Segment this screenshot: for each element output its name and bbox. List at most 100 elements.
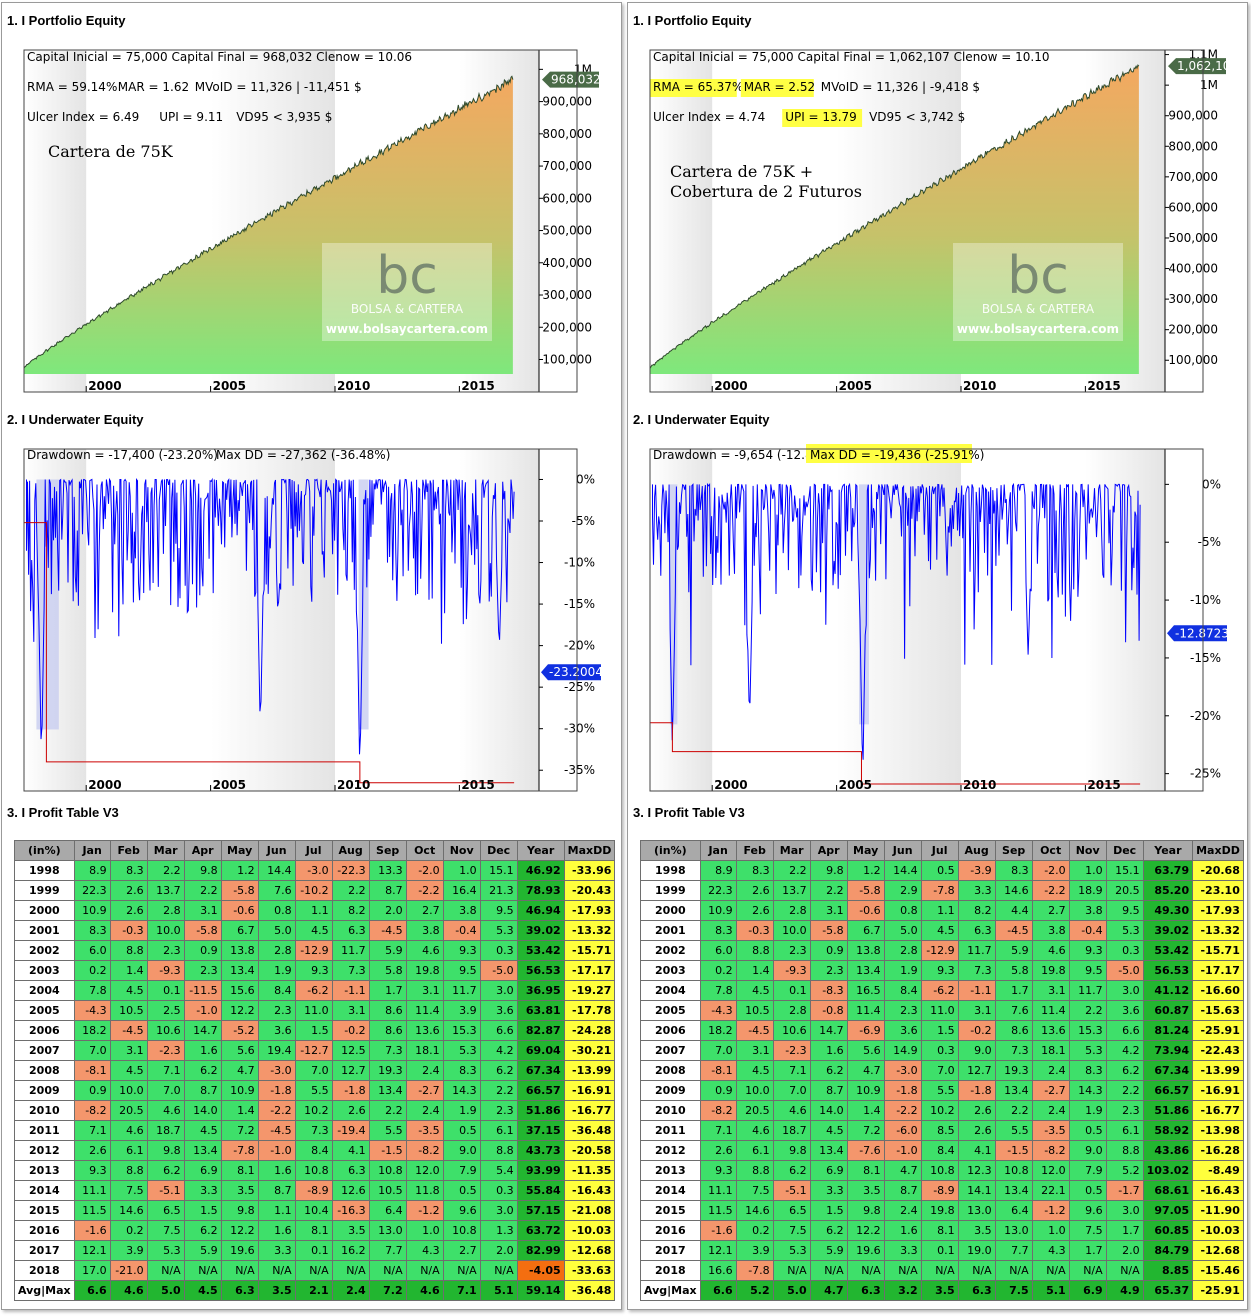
maxdd-cell: -15.71	[1192, 940, 1244, 961]
month-cell: 6.2	[183, 1220, 222, 1241]
x-tick-label: 2000	[88, 379, 121, 393]
year-cell: 85.20	[1142, 880, 1194, 901]
month-cell: 9.8	[146, 1140, 185, 1161]
maxdd-cell: -30.21	[563, 1040, 616, 1061]
table-row: 1998 8.9 8.3 2.2 9.8 1.2 14.4 -3.0 -22.3 13.3 -2.0…	[14, 860, 616, 881]
row-label: 2010	[14, 1100, 75, 1121]
month-cell: 6.6	[479, 1020, 518, 1041]
month-cell: 7.5	[146, 1220, 185, 1241]
month-cell: 10.4	[294, 1200, 333, 1221]
month-cell: 3.2	[883, 1280, 922, 1301]
month-cell: 3.0	[479, 980, 518, 1001]
month-cell: N/A	[442, 1260, 481, 1281]
table-row: 2000 10.9 2.6 2.8 3.1 -0.6 0.8 1.1 8.2 2.0 2.7 3.8 9…	[14, 900, 616, 921]
table-row: 2009 0.9 10.0 7.0 8.7 10.9 -1.8 5.5 -1.8 13.4 -2.7…	[640, 1080, 1244, 1101]
year-cell: -4.05	[516, 1260, 565, 1281]
row-label: 2007	[640, 1040, 701, 1061]
month-cell: 3.1	[405, 980, 444, 1001]
table-row: 2016 -1.6 0.2 7.5 6.2 12.2 1.6 8.1 3.5 13.0 1.0 10.…	[14, 1220, 616, 1241]
month-cell: 3.5	[331, 1220, 370, 1241]
month-cell: 4.6	[772, 1100, 811, 1121]
month-cell: 6.6	[699, 1280, 737, 1301]
month-cell: 13.6	[1031, 1020, 1070, 1041]
year-cell: 63.81	[516, 1000, 565, 1021]
month-cell: 8.8	[479, 1140, 518, 1161]
month-cell: 6.3	[957, 920, 996, 941]
month-cell: 9.8	[220, 1200, 259, 1221]
column-header: Apr	[183, 840, 222, 861]
table-row: 2004 7.8 4.5 0.1 -11.5 15.6 8.4 -6.2 -1.1 1.7 3.1 1…	[14, 980, 616, 1001]
month-cell: 1.4	[735, 960, 774, 981]
month-cell: 5.3	[146, 1240, 185, 1261]
month-cell: 1.1	[257, 1200, 296, 1221]
month-cell: 14.3	[442, 1080, 481, 1101]
month-cell: 5.5	[368, 1120, 407, 1141]
column-header: Dec	[1105, 840, 1144, 861]
row-label: 2011	[14, 1120, 75, 1141]
month-cell: 10.6	[772, 1020, 811, 1041]
month-cell: 11.4	[846, 1000, 885, 1021]
x-tick-label: 2010	[337, 379, 370, 393]
watermark-url: www.bolsaycartera.com	[957, 322, 1119, 336]
chart-caption: Cartera de 75K	[48, 142, 174, 161]
month-cell: N/A	[1068, 1260, 1107, 1281]
month-cell: 6.2	[809, 1220, 848, 1241]
column-header: Sep	[368, 840, 407, 861]
table-row: 2010 -8.2 20.5 4.6 14.0 1.4 -2.2 10.2 2.6 2.2 2.4 1…	[14, 1100, 616, 1121]
month-cell: 2.3	[809, 960, 848, 981]
month-cell: -5.8	[220, 880, 259, 901]
month-cell: 9.5	[1105, 900, 1144, 921]
month-cell: -3.0	[294, 860, 333, 881]
month-cell: 12.3	[957, 1160, 996, 1181]
month-cell: 4.3	[1031, 1240, 1070, 1261]
table-row: 2000 10.9 2.6 2.8 3.1 -0.6 0.8 1.1 8.2 4.4 2.7 3.8 9…	[640, 900, 1244, 921]
month-cell: 4.2	[1105, 1040, 1144, 1061]
year-cell: 46.94	[516, 900, 565, 921]
month-cell: 3.3	[183, 1180, 222, 1201]
year-cell: 84.79	[1142, 1240, 1194, 1261]
month-cell: 3.9	[735, 1240, 774, 1261]
month-cell: 5.1	[1031, 1280, 1070, 1301]
month-cell: 13.4	[809, 1140, 848, 1161]
month-cell: 1.1	[920, 900, 959, 921]
month-cell: 10.9	[220, 1080, 259, 1101]
month-cell: -2.3	[146, 1040, 185, 1061]
year-cell: 53.42	[516, 940, 565, 961]
month-cell: 8.3	[994, 860, 1033, 881]
month-cell: 8.1	[920, 1220, 959, 1241]
month-cell: 5.8	[368, 960, 407, 981]
equity-stat-line3c: VD95 < 3,742 $	[869, 110, 965, 124]
year-cell: 58.92	[1142, 1120, 1194, 1141]
month-cell: 9.3	[920, 960, 959, 981]
row-label: 2006	[640, 1020, 701, 1041]
month-cell: -12.9	[294, 940, 333, 961]
month-cell: -4.5	[735, 1020, 774, 1041]
month-cell: -1.0	[257, 1140, 296, 1161]
month-cell: 13.7	[146, 880, 185, 901]
month-cell: 1.3	[479, 1220, 518, 1241]
month-cell: -4.5	[109, 1020, 148, 1041]
month-cell: 13.6	[405, 1020, 444, 1041]
month-cell: 4.7	[846, 1060, 885, 1081]
equity-chart: bc BOLSA & CARTERA www.bolsaycartera.com Ca…	[628, 45, 1247, 395]
month-cell: 0.9	[699, 1080, 737, 1101]
month-cell: 4.6	[405, 1280, 444, 1301]
row-label: 2002	[14, 940, 75, 961]
row-label: 2009	[640, 1080, 701, 1101]
month-cell: 12.0	[1031, 1160, 1070, 1181]
month-cell: 2.4	[1031, 1100, 1070, 1121]
month-cell: 13.7	[772, 880, 811, 901]
month-cell: 6.4	[994, 1200, 1033, 1221]
table-row: 2002 6.0 8.8 2.3 0.9 13.8 2.8 -12.9 11.7 5.9 4.6 9.…	[640, 940, 1244, 961]
month-cell: N/A	[331, 1260, 370, 1281]
month-cell: 14.9	[883, 1040, 922, 1061]
year-cell: 81.24	[1142, 1020, 1194, 1041]
month-cell: 9.8	[846, 1200, 885, 1221]
month-cell: N/A	[994, 1260, 1033, 1281]
column-header: Jul	[920, 840, 959, 861]
month-cell: 0.2	[699, 960, 737, 981]
month-cell: 3.1	[735, 1040, 774, 1061]
month-cell: N/A	[479, 1260, 518, 1281]
month-cell: 7.5	[735, 1180, 774, 1201]
month-cell: 2.2	[368, 1100, 407, 1121]
